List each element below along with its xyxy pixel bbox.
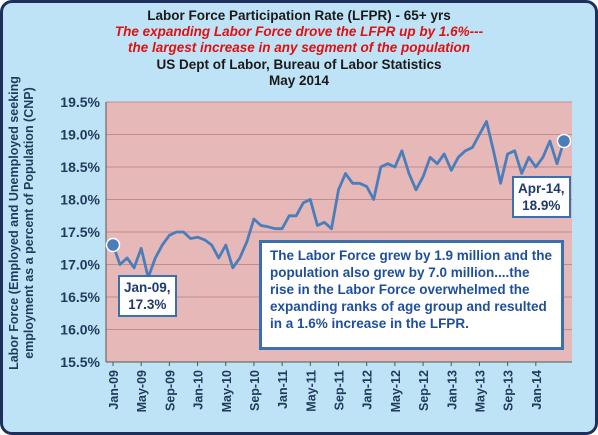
x-tick-label: Jan-14 <box>530 370 544 410</box>
x-tick-label: Jan-13 <box>445 370 459 410</box>
chart-title: Labor Force Participation Rate (LFPR) - … <box>147 8 451 23</box>
x-tick-label: Jan-10 <box>192 370 206 410</box>
y-tick-label: 18.5% <box>60 159 100 175</box>
chart-source: US Dept of Labor, Bureau of Labor Statis… <box>156 57 442 72</box>
x-tick-label: Sep-13 <box>502 370 516 411</box>
series-line <box>111 120 566 279</box>
x-tick-label: Sep-12 <box>417 370 431 411</box>
x-tick-label: Sep-10 <box>248 370 262 411</box>
x-tick-label: Jan-11 <box>276 370 290 409</box>
end-callout: Apr-14, 18.9% <box>512 176 571 218</box>
y-tick-label: 15.5% <box>60 354 100 370</box>
x-tick-label: Sep-11 <box>333 370 347 410</box>
x-tick-label: Sep-09 <box>163 370 177 411</box>
y-tick-label: 17.5% <box>60 224 100 240</box>
chart-subtitle-line1: The expanding Labor Force drove the LFPR… <box>114 24 484 39</box>
y-tick-label: 18.0% <box>60 192 100 208</box>
chart-date: May 2014 <box>268 73 330 88</box>
x-tick-label: Jan-12 <box>361 370 375 410</box>
x-tick-label: May-13 <box>473 370 487 412</box>
start-point-marker <box>105 237 121 253</box>
y-tick-label: 19.0% <box>60 127 100 143</box>
y-tick-label: 16.5% <box>60 289 100 305</box>
x-tick-label: May-09 <box>135 370 149 412</box>
callout-date: Apr-14, <box>518 181 565 196</box>
x-tick-label: Jan-09 <box>107 370 121 410</box>
end-point-marker <box>556 133 572 149</box>
chart-subtitle-line2: the largest increase in any segment of t… <box>127 40 471 55</box>
y-tick-label: 17.0% <box>60 257 100 273</box>
annotation-box: The Labor Force grew by 1.9 million and … <box>259 240 564 350</box>
x-tick-label: May-10 <box>220 370 234 412</box>
y-tick-label: 19.5% <box>60 94 100 110</box>
x-tick-label: May-11 <box>304 370 318 412</box>
callout-value: 18.9% <box>522 198 561 213</box>
callout-date: Jan-09, <box>124 280 171 295</box>
start-callout: Jan-09, 17.3% <box>118 275 177 317</box>
callout-value: 17.3% <box>128 297 167 312</box>
x-tick-label: May-12 <box>389 370 403 412</box>
y-tick-label: 16.0% <box>60 322 100 338</box>
